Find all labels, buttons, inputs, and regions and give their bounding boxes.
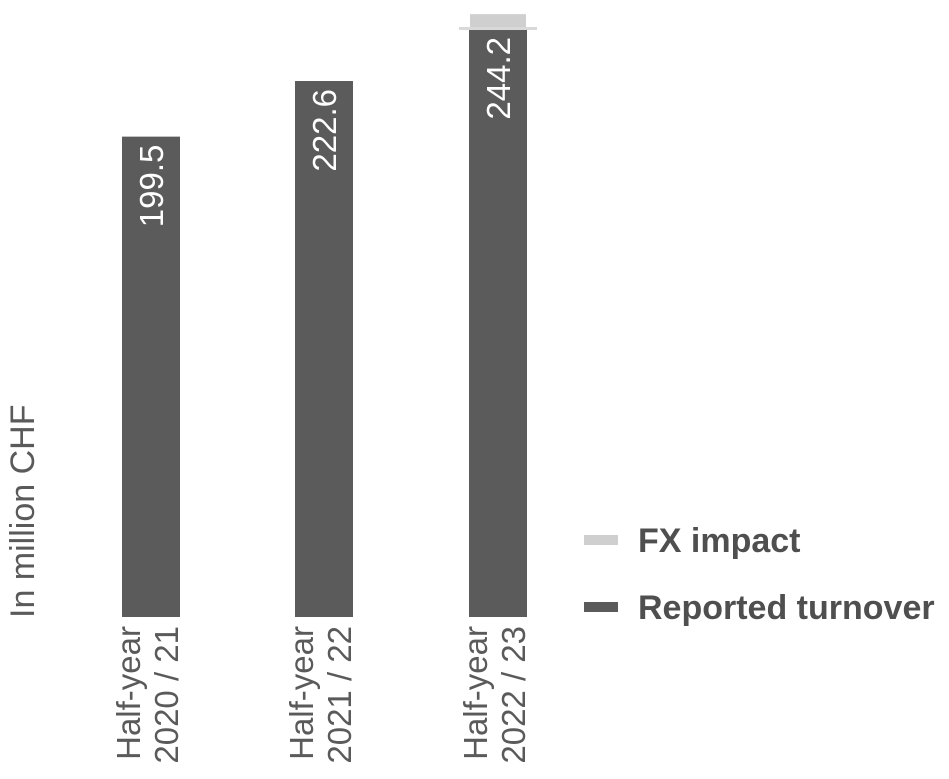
bar-value-label: 222.6 xyxy=(306,89,343,172)
y-axis-label: In million CHF xyxy=(4,405,42,618)
bar-fx-impact-divider xyxy=(459,27,537,30)
legend: FX impact Reported turnover xyxy=(584,522,935,627)
legend-swatch xyxy=(584,535,618,545)
bar-reported-turnover xyxy=(469,29,527,617)
category-label: Half-year 2022 / 23 xyxy=(457,626,532,764)
bar-reported-turnover xyxy=(295,81,353,617)
legend-swatch xyxy=(584,602,618,612)
category-label-line-1: Half-year xyxy=(110,626,147,760)
category-label-line-2: 2021 / 22 xyxy=(321,626,358,764)
category-label: Half-year 2020 / 21 xyxy=(110,626,185,764)
category-label-line-2: 2022 / 23 xyxy=(495,626,532,764)
bar-fx-impact xyxy=(470,14,526,27)
bar-value-label: 199.5 xyxy=(133,145,170,228)
bars-group: 199.5 222.6 244.2 xyxy=(122,14,537,617)
category-label-line-2: 2020 / 21 xyxy=(148,626,185,764)
legend-label: Reported turnover xyxy=(638,589,935,627)
category-label-line-1: Half-year xyxy=(283,626,320,760)
bar-value-label: 244.2 xyxy=(480,37,517,120)
category-label: Half-year 2021 / 22 xyxy=(283,626,358,764)
category-labels: Half-year 2020 / 21 Half-year 2021 / 22 Half… xyxy=(110,626,532,764)
category-label-line-1: Half-year xyxy=(457,626,494,760)
legend-label: FX impact xyxy=(638,522,800,560)
bar-reported-turnover xyxy=(122,136,180,617)
